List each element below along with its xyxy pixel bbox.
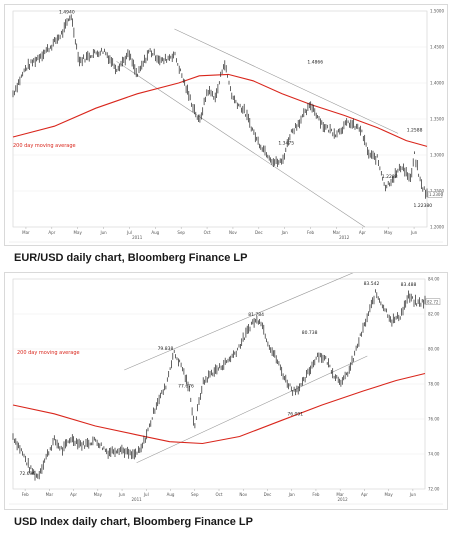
usdindex-x-tick-label: Apr: [70, 492, 77, 497]
usdindex-annotation: 72.696: [20, 471, 36, 477]
eurusd-y-tick-label: 1.4000: [430, 81, 444, 86]
eurusd-channels: [116, 28, 399, 228]
usdindex-channel-line: [124, 273, 354, 371]
eurusd-x-tick-label: Jan: [281, 230, 289, 235]
eurusd-x-tick-label: Dec: [255, 230, 263, 235]
eurusd-x-tick-label: Sep: [177, 230, 185, 235]
usdindex-x-ticks: Feb Mar Apr May Jun Jul Aug Sep Oct Nov Dec Jan Feb M…: [9, 489, 443, 505]
usdindex-x-tick-label: Feb: [312, 492, 320, 497]
usdindex-chart: Feb Mar Apr May Jun Jul Aug Sep Oct Nov Dec Jan Feb M…: [9, 273, 443, 505]
usdindex-series: [12, 289, 426, 481]
eurusd-annotations: 1.4940 1.4866 1.3475 1.2588 1.2288 1.22380 1.2…: [59, 9, 444, 209]
usdindex-ma-line: [12, 372, 426, 445]
usdindex-x-tick-label: Jan: [288, 492, 296, 497]
eurusd-x-tick-label: Oct: [204, 230, 211, 235]
usdindex-caption: USD Index daily chart, Bloomberg Finance…: [14, 516, 253, 528]
eurusd-price-bars: [12, 14, 428, 199]
usdindex-x-tick-label: Jun: [409, 492, 417, 497]
eurusd-year-label: 2011: [132, 235, 143, 240]
usdindex-x-tick-label: Apr: [361, 492, 368, 497]
eurusd-x-tick-label: Apr: [48, 230, 55, 235]
usdindex-x-tick-label: Aug: [167, 492, 175, 497]
usdindex-annotation: 80.738: [302, 330, 318, 336]
eurusd-ma-line: [12, 73, 428, 147]
usdindex-y-ticks: 84.00 82.00 80.00 78.00 76.00 74.00 72.00: [428, 277, 440, 492]
usdindex-y-tick-label: 84.00: [428, 277, 440, 282]
eurusd-grid: [12, 10, 428, 228]
usdindex-x-tick-label: Sep: [191, 492, 199, 497]
usdindex-channel-line: [136, 355, 368, 464]
usdindex-annotation: 81.784: [248, 312, 264, 318]
usdindex-current-value-box: [425, 298, 441, 305]
eurusd-x-ticks: Mar Apr May Jun Jul Aug Sep Oct Nov Dec Jan Feb Mar A…: [9, 227, 443, 243]
eurusd-y-tick-label: 1.4500: [430, 45, 444, 50]
eurusd-x-tick-label: May: [74, 230, 83, 235]
eurusd-current-value-label: 1.2300: [429, 192, 443, 197]
eurusd-x-tick-label: Jun: [410, 230, 418, 235]
eurusd-y-tick-label: 1.2000: [430, 225, 444, 230]
usdindex-current-value-label: 82.72: [427, 299, 439, 304]
eurusd-y-tick-label: 1.3500: [430, 117, 444, 122]
eurusd-x-tick-label: May: [384, 230, 393, 235]
usdindex-year-label: 2012: [338, 497, 349, 502]
eurusd-annotation: 1.22380: [414, 203, 433, 209]
eurusd-x-tick-label: Mar: [333, 230, 341, 235]
usdindex-chart-panel: Feb Mar Apr May Jun Jul Aug Sep Oct Nov Dec Jan Feb M…: [4, 272, 448, 510]
eurusd-channel-line: [116, 61, 366, 228]
eurusd-annotation: 1.4940: [59, 9, 75, 15]
usdindex-grid: [12, 278, 426, 490]
eurusd-x-tick-label: Jun: [99, 230, 107, 235]
eurusd-y-tick-label: 1.5000: [430, 9, 444, 14]
eurusd-x-tick-label: Jul: [126, 230, 132, 235]
usdindex-x-tick-label: Feb: [22, 492, 30, 497]
usdindex-y-tick-label: 76.00: [428, 417, 440, 422]
eurusd-year-label: 2012: [339, 235, 350, 240]
usdindex-annotation: 76.091: [287, 411, 303, 417]
eurusd-x-tick-label: Mar: [22, 230, 30, 235]
eurusd-ma-label: 200 day moving average: [13, 143, 76, 149]
eurusd-y-tick-label: 1.3000: [430, 153, 444, 158]
eurusd-annotation: 1.4866: [307, 60, 323, 66]
usdindex-annotation: 79.838: [158, 346, 174, 352]
usdindex-channels: [124, 273, 368, 464]
usdindex-annotation: 83.488: [401, 282, 417, 288]
usdindex-annotation: 83.542: [364, 281, 380, 287]
usdindex-x-tick-label: Mar: [46, 492, 54, 497]
usdindex-x-tick-label: May: [385, 492, 394, 497]
usdindex-y-tick-label: 80.00: [428, 347, 440, 352]
eurusd-y-tick-label: 1.2500: [430, 189, 444, 194]
eurusd-chart-panel: Mar Apr May Jun Jul Aug Sep Oct Nov Dec Jan Feb Mar A…: [4, 4, 448, 246]
eurusd-y-ticks: 1.5000 1.4500 1.4000 1.3500 1.3000 1.2500 1.20…: [430, 9, 444, 230]
usdindex-x-tick-label: Jul: [143, 492, 149, 497]
usdindex-annotation: 77.676: [178, 384, 194, 390]
eurusd-annotation: 1.3475: [278, 140, 294, 146]
usdindex-y-tick-label: 74.00: [428, 452, 440, 457]
usdindex-x-tick-label: Jun: [118, 492, 126, 497]
eurusd-x-tick-label: Apr: [359, 230, 366, 235]
usdindex-ma-label: 200 day moving average: [17, 350, 80, 356]
eurusd-x-tick-label: Feb: [307, 230, 315, 235]
eurusd-series: [12, 14, 428, 199]
usdindex-x-tick-label: May: [94, 492, 103, 497]
usdindex-y-tick-label: 82.00: [428, 312, 440, 317]
eurusd-caption: EUR/USD daily chart, Bloomberg Finance L…: [14, 252, 248, 264]
usdindex-price-bars: [12, 289, 426, 481]
eurusd-channel-line: [174, 28, 399, 134]
usdindex-year-label: 2011: [132, 497, 143, 502]
eurusd-chart: Mar Apr May Jun Jul Aug Sep Oct Nov Dec Jan Feb Mar A…: [9, 9, 444, 243]
eurusd-annotation: 1.2288: [382, 174, 398, 180]
usdindex-annotations: 72.696 79.838 77.676 81.784 76.091 80.738 83.5…: [20, 281, 441, 477]
usdindex-x-tick-label: Dec: [264, 492, 272, 497]
usdindex-x-tick-label: Oct: [216, 492, 223, 497]
usdindex-y-tick-label: 72.00: [428, 487, 440, 492]
usdindex-x-tick-label: Nov: [239, 492, 247, 497]
eurusd-x-tick-label: Nov: [229, 230, 237, 235]
usdindex-x-tick-label: Mar: [336, 492, 344, 497]
eurusd-x-tick-label: Aug: [151, 230, 159, 235]
usdindex-y-tick-label: 78.00: [428, 382, 440, 387]
eurusd-current-value-box: [427, 191, 443, 198]
eurusd-annotation: 1.2588: [407, 127, 423, 133]
